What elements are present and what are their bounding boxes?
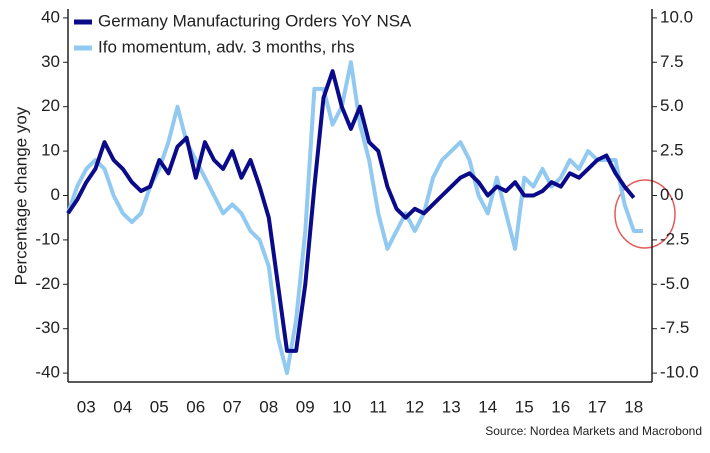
x-tick-label: 06 [186, 397, 205, 416]
y-axis-label: Percentage change yoy [11, 106, 30, 285]
x-tick-label: 14 [478, 397, 497, 416]
source: Source: Nordea Markets and Macrobond [485, 424, 702, 438]
legend-label: Ifo momentum, adv. 3 months, rhs [98, 37, 355, 56]
series-line [66, 69, 636, 353]
y-tick-label: -20 [35, 274, 60, 293]
y-tick-label: 40 [41, 7, 60, 26]
y-tick-label: -10 [35, 229, 60, 248]
y2-tick-label: -5.0 [660, 274, 689, 293]
x-tick-label: 09 [296, 397, 315, 416]
x-tick-label: 05 [150, 397, 169, 416]
x-tick-label: 07 [223, 397, 242, 416]
y2-tick-label: -2.5 [660, 229, 689, 248]
x-tick-label: 15 [515, 397, 534, 416]
x-tick-label: 11 [369, 397, 387, 416]
series-line [66, 60, 643, 376]
y2-tick-label: 2.5 [660, 141, 684, 160]
y-tick-label: 0 [51, 185, 60, 204]
x-tick-label: 17 [588, 397, 607, 416]
y-tick-label: 10 [41, 141, 60, 160]
x-tick-label: 18 [624, 397, 643, 416]
y2-tick-label: -10.0 [660, 363, 699, 382]
y2-tick-label: -7.5 [660, 318, 689, 337]
y2-tick-label: 0.0 [660, 185, 684, 204]
y-tick-label: -30 [35, 318, 60, 337]
x-tick-label: 04 [113, 397, 132, 416]
highlight-circle [614, 179, 676, 249]
x-tick-label: 08 [259, 397, 278, 416]
x-tick-label: 10 [332, 397, 351, 416]
x-tick-label: 13 [442, 397, 461, 416]
y2-tick-label: 5.0 [660, 96, 684, 115]
y-tick-label: 20 [41, 96, 60, 115]
y-tick-label: -40 [35, 363, 60, 382]
x-tick-label: 16 [551, 397, 570, 416]
y2-tick-label: 7.5 [660, 52, 684, 71]
x-tick-label: 12 [405, 397, 424, 416]
x-tick-label: 03 [77, 397, 96, 416]
y2-tick-label: 10.0 [660, 7, 693, 26]
legend-label: Germany Manufacturing Orders YoY NSA [98, 11, 412, 30]
y-tick-label: 30 [41, 52, 60, 71]
